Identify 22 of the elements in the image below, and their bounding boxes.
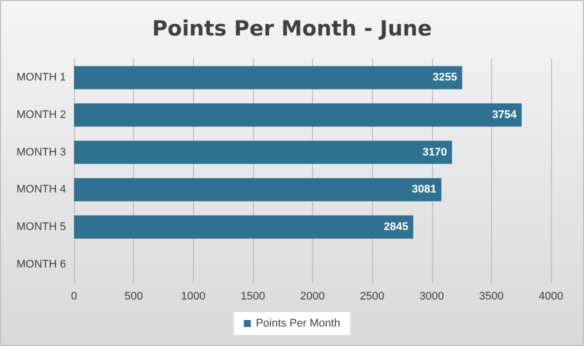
x-tick-label: 3500 (479, 290, 504, 302)
chart-title: Points Per Month - June (152, 16, 432, 40)
x-tick-label: 2500 (360, 290, 384, 302)
x-tick-label: 2000 (300, 290, 325, 302)
y-tick-label: MONTH 6 (16, 258, 66, 270)
x-tick-label: 1000 (181, 290, 206, 302)
x-tick-label: 4000 (538, 290, 564, 302)
y-tick-label: MONTH 4 (16, 184, 66, 196)
data-label: 3081 (412, 184, 436, 196)
x-tick-label: 0 (70, 290, 78, 302)
data-label: 3754 (492, 109, 518, 121)
x-tick-label: 1500 (240, 290, 266, 302)
data-label: 2845 (384, 221, 408, 233)
y-tick-label: MONTH 5 (16, 221, 66, 233)
x-tick-label: 500 (124, 290, 143, 302)
y-tick-label: MONTH 2 (16, 109, 66, 121)
legend-label: Points Per Month (256, 318, 340, 330)
y-tick-label: MONTH 3 (16, 146, 66, 158)
x-tick-label: 3000 (420, 290, 444, 302)
data-label: 3255 (432, 72, 458, 84)
y-tick-label: MONTH 1 (16, 72, 66, 84)
data-label: 3170 (422, 146, 448, 158)
